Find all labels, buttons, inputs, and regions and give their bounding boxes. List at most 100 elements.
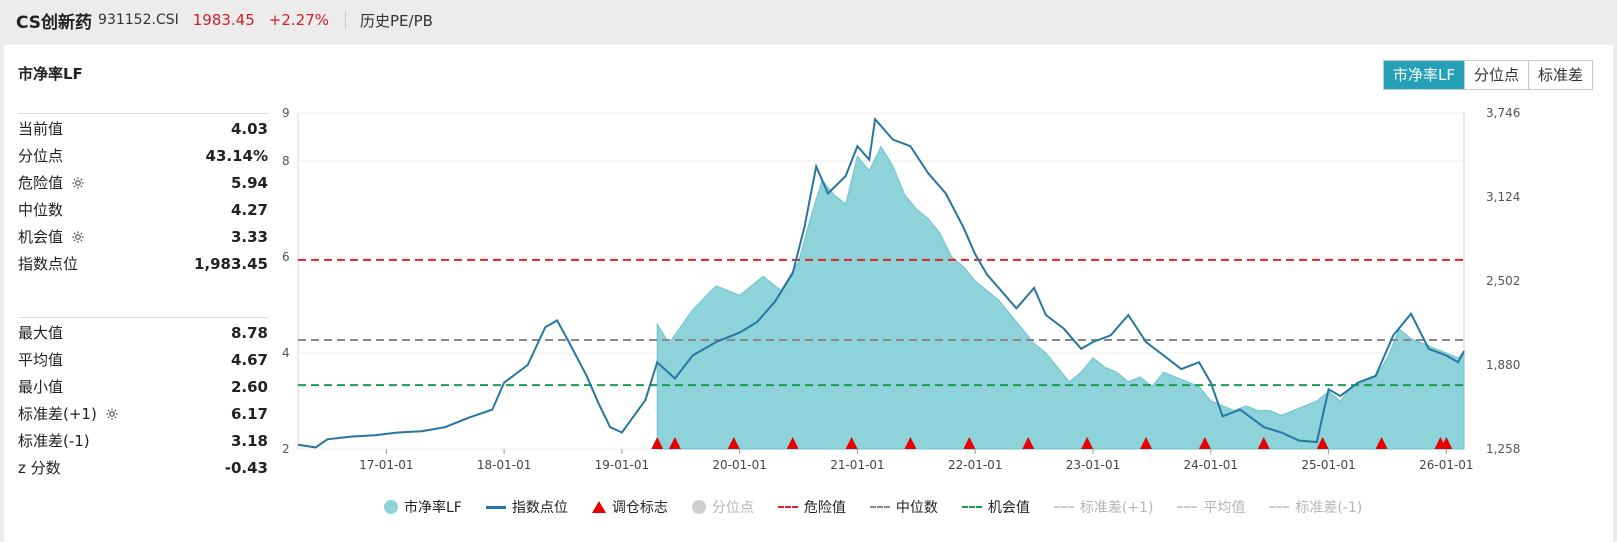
stat-value: 6.17	[230, 404, 268, 423]
index-line-series	[297, 116, 1465, 449]
stat-value: 4.03	[230, 119, 268, 138]
rebalance-marker	[1140, 437, 1152, 449]
x-axis-tick: 21-01-01	[830, 458, 884, 472]
x-axis-tick: 24-01-01	[1184, 458, 1238, 472]
rebalance-marker	[1081, 437, 1094, 449]
x-axis-tick: 17-01-01	[359, 458, 413, 472]
stat-value: 4.27	[230, 200, 268, 219]
legend-item[interactable]: 分位点	[691, 497, 754, 517]
legend-dash-icon	[1053, 506, 1074, 508]
stat-value: 1,983.45	[193, 254, 268, 273]
legend-dot-icon	[691, 500, 706, 514]
legend-item[interactable]: 指数点位	[485, 497, 568, 517]
right-axis-tick: 1,258	[1486, 442, 1520, 456]
stat-label: 当前值	[18, 118, 63, 139]
header-bar: CS创新药 931152.CSI 1983.45 +2.27% 历史PE/PB	[0, 0, 1617, 40]
stat-row: 最小值 2.60	[18, 373, 268, 400]
legend-dash-icon	[869, 506, 890, 508]
rebalance-marker	[1375, 437, 1388, 449]
legend-label: 危险值	[803, 500, 846, 516]
legend-label: 标准差(+1)	[1079, 500, 1154, 516]
rebalance-marker	[1198, 437, 1211, 449]
stat-row: 中位数 4.27	[18, 196, 268, 223]
legend-label: 市净率LF	[404, 500, 462, 516]
legend-dash-icon	[1177, 506, 1198, 508]
rebalance-marker	[1257, 437, 1270, 449]
stat-label-text: 指数点位	[18, 255, 79, 273]
stat-label-text: z 分数	[18, 459, 61, 477]
stat-label: 中位数	[18, 199, 63, 220]
pb-area-series	[656, 145, 1465, 450]
legend-item[interactable]: 标准差(-1)	[1269, 497, 1362, 517]
stat-label-text: 危险值	[18, 174, 64, 192]
right-axis-tick: 3,124	[1486, 190, 1520, 204]
left-axis-tick: 2	[282, 442, 290, 456]
index-code: 931152.CSI	[98, 12, 179, 28]
legend-triangle-icon	[591, 501, 606, 513]
stat-label: 指数点位	[18, 253, 78, 274]
view-tab-group: 市净率LF 分位点 标准差	[1382, 60, 1593, 90]
legend-dot-icon	[384, 500, 398, 514]
stat-row: 机会值 3.33	[18, 223, 268, 250]
legend-item[interactable]: 平均值	[1177, 497, 1245, 517]
tab-pb-lf[interactable]: 市净率LF	[1383, 61, 1464, 89]
rebalance-marker	[963, 437, 976, 449]
left-axis-tick: 9	[282, 106, 290, 120]
legend-item[interactable]: 标准差(+1)	[1053, 497, 1154, 517]
stat-value: 4.67	[230, 350, 268, 369]
stat-label: 机会值	[18, 226, 85, 247]
legend-label: 机会值	[987, 500, 1030, 516]
legend-item[interactable]: 机会值	[961, 497, 1030, 517]
legend-item[interactable]: 危险值	[777, 497, 846, 517]
rebalance-marker	[651, 437, 664, 449]
legend-item[interactable]: 市净率LF	[384, 497, 462, 517]
stat-row: 分位点 43.14%	[18, 142, 268, 169]
stat-label-text: 最小值	[18, 378, 64, 396]
index-price: 1983.45	[192, 11, 255, 29]
stats-divider	[18, 317, 268, 318]
rebalance-marker	[668, 437, 681, 449]
gear-icon[interactable]	[71, 230, 85, 244]
stat-value: 3.33	[230, 227, 268, 246]
gear-icon[interactable]	[105, 407, 119, 421]
legend-line-icon	[485, 505, 506, 509]
stat-label: 最小值	[18, 376, 63, 397]
legend-label: 分位点	[711, 500, 754, 516]
legend-label: 标准差(-1)	[1295, 500, 1363, 516]
stat-value: 43.14%	[205, 146, 268, 165]
tab-std-dev[interactable]: 标准差	[1527, 61, 1592, 89]
stat-label: 分位点	[18, 145, 63, 166]
x-axis-tick: 25-01-01	[1301, 458, 1355, 472]
x-axis-tick: 18-01-01	[477, 458, 531, 472]
stats-divider	[18, 113, 268, 114]
stat-label: 危险值	[18, 172, 85, 193]
valuation-chart: 2 4 6 8 9 1,258 1,880 2,502 3,124 3,746 17-01-01 18…	[282, 106, 1520, 472]
legend-dash-icon	[1269, 506, 1290, 508]
stat-label: 标准差(-1)	[18, 430, 90, 451]
x-axis-tick: 19-01-01	[595, 458, 649, 472]
stat-value: -0.43	[224, 458, 268, 477]
stats-top: 当前值 4.03 分位点 43.14% 危险值 5.94 中位数 4.27 机会值 3.33 指数点…	[18, 113, 268, 277]
rebalance-marker	[1316, 437, 1329, 449]
rebalance-marker	[727, 437, 740, 449]
rebalance-marker	[904, 437, 917, 449]
left-axis-tick: 8	[282, 154, 290, 168]
chart-legend: 市净率LF 指数点位 调仓标志 分位点 危险值 中位数 机会值 标准差(+1) 平均值 标准差(-…	[384, 497, 1362, 517]
stat-label-text: 中位数	[18, 201, 64, 219]
panel-title: 市净率LF	[18, 65, 83, 83]
index-change: +2.27%	[268, 11, 329, 29]
stat-label: z 分数	[18, 457, 61, 478]
right-axis-tick: 1,880	[1486, 358, 1520, 372]
legend-item[interactable]: 调仓标志	[591, 497, 668, 517]
tab-percentile[interactable]: 分位点	[1463, 61, 1528, 89]
valuation-panel: 市净率LF 市净率LF 分位点 标准差 当前值 4.03 分位点 43.14% 危险值 5…	[4, 45, 1613, 542]
gear-icon[interactable]	[71, 176, 85, 190]
stat-value: 3.18	[230, 431, 268, 450]
rebalance-marker	[1022, 437, 1035, 449]
stat-row: 平均值 4.67	[18, 346, 268, 373]
legend-item[interactable]: 中位数	[869, 497, 938, 517]
stat-row: 标准差(-1) 3.18	[18, 427, 268, 454]
stat-row: 标准差(+1) 6.17	[18, 400, 268, 427]
x-axis-tick: 26-01-01	[1419, 458, 1473, 472]
stat-label-text: 分位点	[18, 147, 64, 165]
